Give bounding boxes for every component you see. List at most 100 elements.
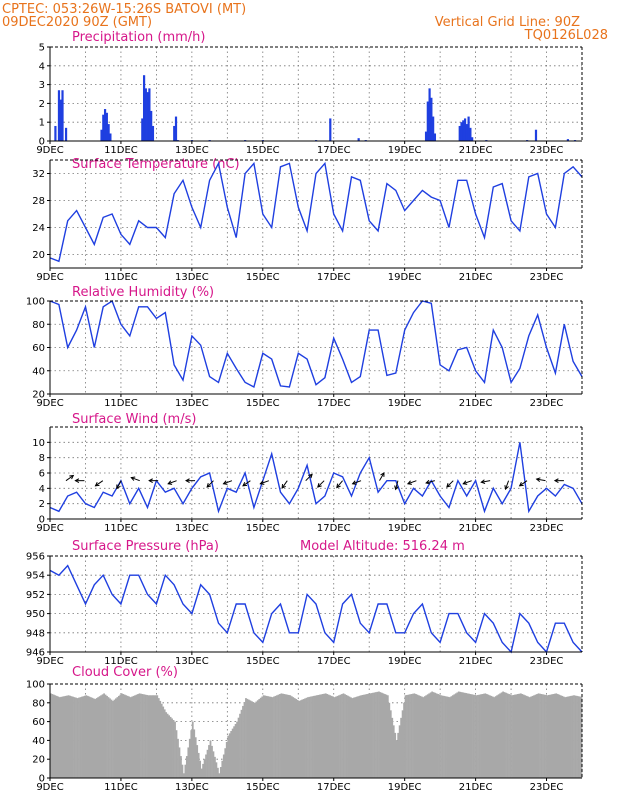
y-tick-label: 946 [26, 648, 45, 659]
x-tick-label: 23DEC [530, 656, 564, 667]
wind-arrow-head [553, 478, 559, 484]
wind-arrow [167, 480, 177, 485]
wind-arrow [536, 478, 546, 482]
cloud-bar [66, 695, 69, 778]
cloud-bar [363, 694, 366, 778]
cloud-bar [373, 692, 376, 778]
y-tick-label: 20 [32, 250, 45, 261]
panel-title: Precipitation (mm/h) [72, 30, 205, 45]
x-tick-label: 11DEC [104, 656, 138, 667]
cloud-bar [112, 700, 114, 778]
x-tick-label: 17DEC [317, 782, 351, 793]
x-tick-label: 9DEC [36, 145, 63, 156]
cloud-bar [165, 712, 168, 778]
cloud-bar [240, 709, 243, 778]
cloud-bar [327, 694, 330, 778]
cloud-bar [295, 699, 298, 778]
x-tick-label: 11DEC [104, 523, 138, 534]
cloud-bar [506, 693, 509, 778]
y-tick-label: 0 [39, 774, 45, 785]
cloud-bar [440, 695, 442, 778]
cloud-bar [172, 720, 175, 778]
cloud-bar [329, 695, 332, 778]
cloud-bar [450, 696, 453, 778]
wind-arrow [336, 480, 343, 488]
cloud-bar [143, 694, 145, 778]
cloud-bar [321, 694, 324, 778]
panel-title: Relative Humidity (%) [72, 285, 214, 300]
wind-arrow-head [380, 471, 385, 477]
cloud-bar [491, 696, 494, 778]
y-tick-label: 28 [32, 196, 45, 207]
y-tick-label: 4 [39, 484, 45, 495]
cloud-bar [426, 694, 429, 778]
x-tick-label: 13DEC [175, 523, 209, 534]
cloud-bar [193, 729, 196, 778]
panel-title: Surface Pressure (hPa) [72, 539, 219, 554]
cloud-bar [271, 697, 274, 778]
y-tick-label: 0 [39, 515, 45, 526]
cloud-bar [138, 693, 141, 778]
cloud-bar [360, 695, 363, 778]
cloud-bar [499, 693, 502, 778]
cloud-bar [134, 695, 137, 778]
cloud-bar [199, 760, 202, 778]
cloud-bar [324, 693, 327, 778]
cloud-bar [243, 702, 246, 778]
cloud-bar [191, 721, 194, 778]
precip-bar [462, 120, 465, 141]
cloud-bar [122, 694, 125, 778]
cloud-bar [410, 694, 413, 778]
cloud-bar [444, 696, 447, 778]
cloud-bar [197, 752, 200, 778]
cloud-bar [245, 698, 247, 778]
cloud-bar [370, 693, 373, 778]
cloud-bar [101, 694, 104, 778]
cloud-bar [75, 697, 77, 778]
x-tick-label: 9DEC [36, 782, 63, 793]
x-tick-label: 15DEC [246, 656, 280, 667]
precip-bar [460, 122, 463, 141]
cloud-bar [69, 695, 71, 778]
cloud-bar [570, 695, 572, 778]
cloud-bar [174, 721, 176, 778]
cloud-bar [537, 693, 540, 778]
cloud-bar [311, 696, 314, 778]
cloud-bar [437, 694, 439, 778]
cloud-bar [559, 695, 562, 778]
precip-bar [174, 116, 178, 141]
cloud-bar [282, 693, 284, 778]
cloud-bar [422, 697, 425, 778]
cloud-bar [72, 696, 74, 778]
wind-arrow-head [518, 482, 524, 487]
x-tick-label: 21DEC [459, 782, 493, 793]
cloud-bar [553, 693, 556, 778]
cloud-bar [481, 694, 484, 778]
cloud-bar [230, 731, 233, 778]
cloud-bar [265, 695, 268, 778]
wind-arrow-head [406, 480, 412, 485]
wind-arrow [395, 480, 399, 490]
cloud-bar [83, 695, 86, 778]
panel-0: Precipitation (mm/h) 0 1 2 3 4 5 9DEC 11DEC 13DEC… [36, 30, 583, 156]
cloud-bar [117, 695, 120, 778]
cloud-bar [115, 698, 117, 778]
precip-bar [173, 125, 176, 141]
wind-arrow [116, 480, 122, 489]
y-tick-label: 24 [32, 223, 45, 234]
cloud-bar [88, 696, 91, 778]
cloud-bar [528, 697, 531, 778]
cloud-bar [477, 694, 479, 778]
x-tick-label: 21DEC [459, 523, 493, 534]
cloud-bar [326, 694, 329, 778]
header-grid-line: Vertical Grid Line: 90Z [435, 15, 580, 30]
panel-4: Surface Pressure (hPa) Model Altitude: 51… [26, 539, 583, 667]
cloud-bar [366, 694, 369, 778]
cloud-bar [469, 694, 472, 778]
cloud-bar [516, 694, 519, 778]
cloud-bar [454, 693, 457, 778]
cloud-bar [357, 696, 360, 778]
x-tick-label: 15DEC [246, 523, 280, 534]
cloud-bar [480, 694, 482, 778]
